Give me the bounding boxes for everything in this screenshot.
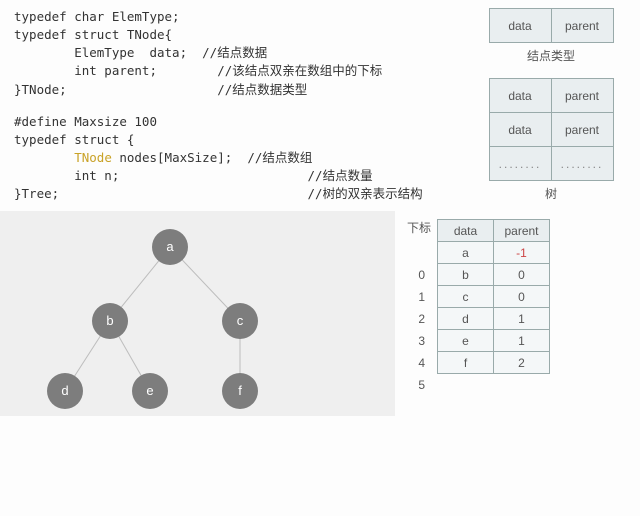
cell-parent: 0	[494, 286, 550, 308]
code-line: ElemType data;	[14, 45, 187, 60]
cell: data	[489, 113, 551, 147]
index-value: 5	[401, 374, 431, 396]
tree-node-label: e	[146, 383, 153, 398]
table-row: c0	[438, 286, 550, 308]
node-type-caption: 结点类型	[527, 47, 575, 64]
cell-parent: 1	[494, 308, 550, 330]
index-value: 4	[401, 352, 431, 374]
code-column: typedef char ElemType; typedef struct TN…	[14, 8, 456, 203]
code-comment: //树的双亲表示结构	[308, 186, 423, 201]
index-value: 1	[401, 286, 431, 308]
code-line: #define Maxsize 100	[14, 114, 157, 129]
cell: parent	[551, 113, 613, 147]
table-row: b0	[438, 264, 550, 286]
cell-parent: 1	[494, 330, 550, 352]
node-type-table: dataparent	[489, 8, 614, 43]
parent-table-box: 下标 data parent a-1b0c0d1e1f2 012345	[395, 211, 640, 416]
cell-dots: ........	[551, 147, 613, 181]
parent-table: data parent a-1b0c0d1e1f2	[437, 219, 550, 374]
cell-data: f	[438, 352, 494, 374]
cell-dots: ........	[489, 147, 551, 181]
tree-caption: 树	[545, 185, 557, 202]
code-line: typedef char ElemType;	[14, 9, 180, 24]
code-comment: //结点数量	[308, 168, 373, 183]
table-row: d1	[438, 308, 550, 330]
tree-node-label: b	[106, 313, 113, 328]
tree-diagram: a b c d e f	[0, 211, 395, 416]
table-row: f2	[438, 352, 550, 374]
tree-node-label: f	[238, 383, 242, 398]
cell-parent: parent	[551, 9, 613, 43]
code-highlight: TNode	[74, 150, 112, 165]
tree-svg: a b c d e f	[0, 211, 395, 416]
cell-data: c	[438, 286, 494, 308]
col-data: data	[438, 220, 494, 242]
cell-data: e	[438, 330, 494, 352]
code-line	[14, 150, 74, 165]
tree-struct-table: dataparent dataparent ................	[489, 78, 614, 181]
right-column: dataparent 结点类型 dataparent dataparent ..…	[476, 8, 626, 203]
lower-region: abcdef 下标 data parent a-1b0c0d1e1f2 0123…	[0, 211, 640, 416]
code-line: }TNode;	[14, 82, 67, 97]
cell-data: d	[438, 308, 494, 330]
index-value: 0	[401, 264, 431, 286]
tree-node-label: d	[61, 383, 68, 398]
cell-data: b	[438, 264, 494, 286]
code-comment: //该结点双亲在数组中的下标	[217, 63, 382, 78]
tree-node-label: a	[166, 239, 174, 254]
index-value: 3	[401, 330, 431, 352]
cell: data	[489, 79, 551, 113]
cell-data: a	[438, 242, 494, 264]
index-column: 012345	[401, 264, 431, 396]
code-line: typedef struct TNode{	[14, 27, 172, 42]
code-comment: //结点数据类型	[217, 82, 307, 97]
upper-region: typedef char ElemType; typedef struct TN…	[0, 0, 640, 203]
code-comment: //结点数组	[247, 150, 312, 165]
index-value: 2	[401, 308, 431, 330]
cell-parent: 0	[494, 264, 550, 286]
code-line: nodes[MaxSize];	[112, 150, 232, 165]
cell-parent: 2	[494, 352, 550, 374]
code-line: int n;	[14, 168, 119, 183]
col-parent: parent	[494, 220, 550, 242]
code-line: }Tree;	[14, 186, 59, 201]
tree-node-label: c	[237, 313, 244, 328]
code-block-1: typedef char ElemType; typedef struct TN…	[14, 8, 456, 99]
cell-data: data	[489, 9, 551, 43]
table-row: a-1	[438, 242, 550, 264]
code-line: typedef struct {	[14, 132, 134, 147]
code-line: int parent;	[14, 63, 157, 78]
code-comment: //结点数据	[202, 45, 267, 60]
cell: parent	[551, 79, 613, 113]
table-row: e1	[438, 330, 550, 352]
cell-parent: -1	[494, 242, 550, 264]
code-block-2: #define Maxsize 100 typedef struct { TNo…	[14, 113, 456, 204]
